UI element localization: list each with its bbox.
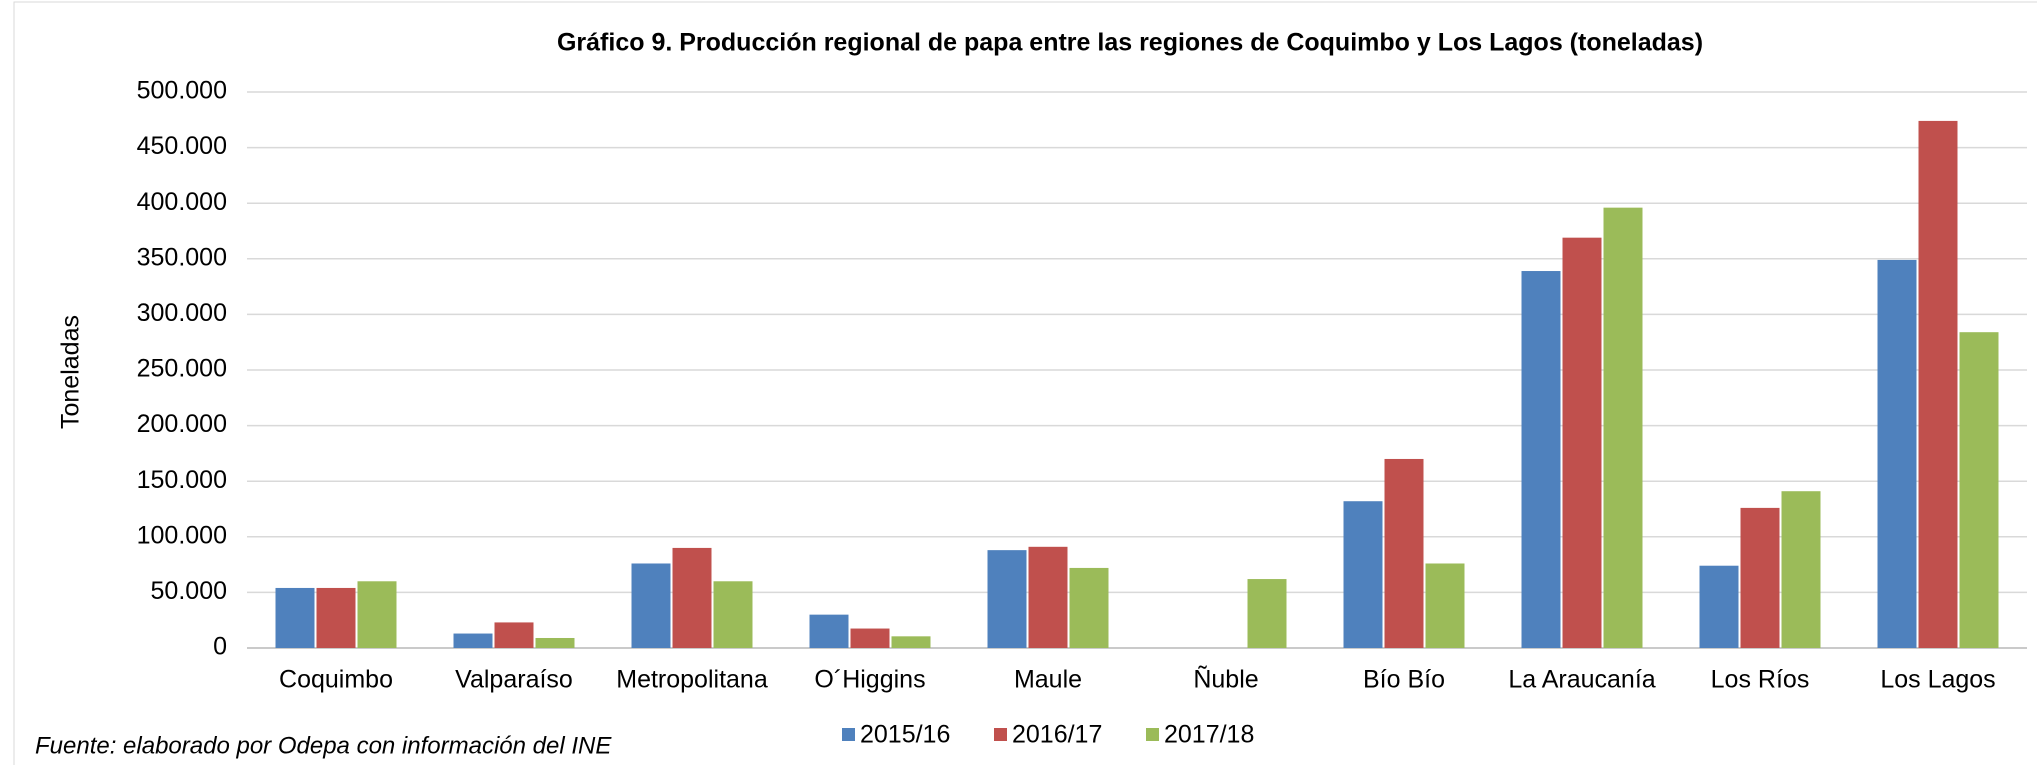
bar	[1877, 259, 1917, 648]
bar	[1562, 237, 1602, 648]
chart-frame	[13, 1, 2037, 765]
x-tick-label: Bío Bío	[1363, 666, 1445, 694]
chart-title: Gráfico 9. Producción regional de papa e…	[557, 29, 1703, 57]
legend-swatch	[994, 728, 1007, 741]
x-tick-label: Maule	[1014, 666, 1082, 694]
bar	[850, 628, 890, 648]
bar	[1699, 565, 1739, 648]
bar	[316, 587, 356, 648]
y-tick-label: 500.000	[137, 77, 227, 105]
legend-label: 2015/16	[860, 721, 950, 749]
bar	[1918, 120, 1958, 649]
y-tick-label: 300.000	[137, 299, 227, 327]
x-tick-label: O´Higgins	[814, 666, 925, 694]
bar	[891, 636, 931, 648]
legend-label: 2016/17	[1012, 721, 1102, 749]
bar	[1384, 458, 1424, 648]
bar	[1521, 271, 1561, 648]
x-tick-label: Ñuble	[1193, 665, 1258, 694]
bar	[1425, 563, 1465, 648]
x-tick-label: La Araucanía	[1508, 666, 1655, 694]
bar	[1069, 567, 1109, 648]
y-tick-label: 400.000	[137, 188, 227, 216]
y-tick-label: 350.000	[137, 243, 227, 271]
bar	[535, 637, 575, 648]
bar	[275, 587, 315, 648]
x-tick-label: Metropolitana	[616, 666, 768, 694]
y-tick-label: 450.000	[137, 132, 227, 160]
bar	[494, 622, 534, 648]
legend-swatch	[842, 728, 855, 741]
x-tick-label: Los Ríos	[1711, 666, 1810, 694]
y-tick-label: 150.000	[137, 466, 227, 494]
legend-swatch	[1146, 728, 1159, 741]
y-tick-label: 50.000	[151, 577, 227, 605]
bar	[631, 563, 671, 648]
y-tick-label: 100.000	[137, 521, 227, 549]
y-tick-label: 200.000	[137, 410, 227, 438]
bar	[672, 547, 712, 648]
bar	[1959, 332, 1999, 648]
y-tick-label: 250.000	[137, 355, 227, 383]
x-tick-label: Valparaíso	[455, 666, 573, 694]
y-tick-label: 0	[213, 633, 227, 661]
x-tick-label: Coquimbo	[279, 666, 393, 694]
bar	[809, 614, 849, 648]
bar	[713, 581, 753, 648]
bar	[1603, 207, 1643, 648]
bar	[357, 581, 397, 648]
bar	[987, 550, 1027, 648]
bar	[1343, 501, 1383, 648]
legend-label: 2017/18	[1164, 721, 1254, 749]
bar	[1028, 546, 1068, 648]
source-note: Fuente: elaborado por Odepa con informac…	[35, 732, 612, 759]
bar	[1740, 507, 1780, 648]
x-tick-label: Los Lagos	[1880, 666, 1995, 694]
bar	[1247, 579, 1287, 648]
bar	[453, 633, 493, 648]
y-axis-label: Toneladas	[57, 315, 85, 429]
bar	[1781, 491, 1821, 648]
